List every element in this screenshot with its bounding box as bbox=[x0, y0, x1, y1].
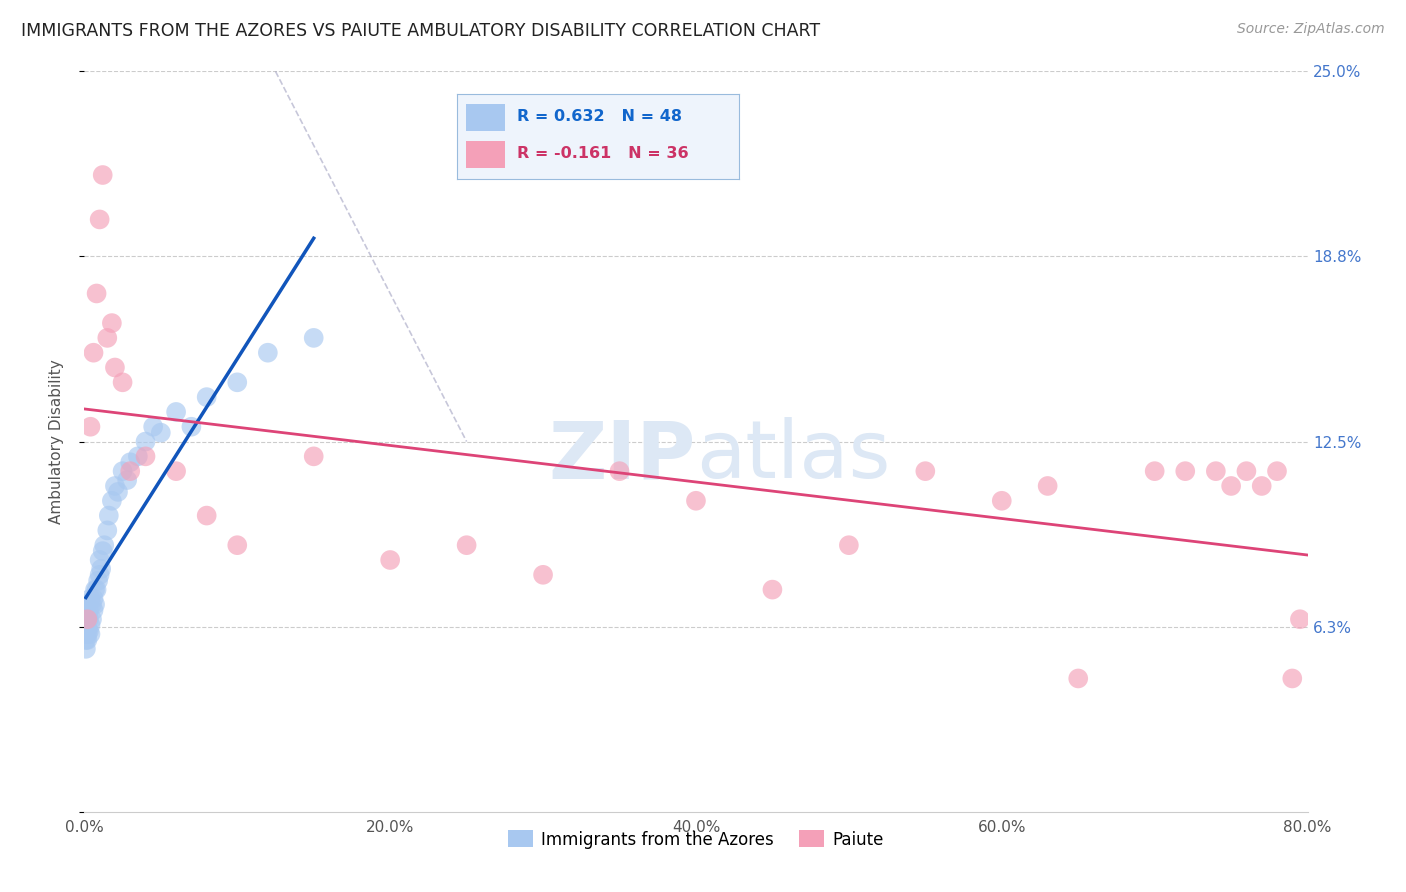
Point bbox=[75, 627, 97, 641]
Point bbox=[380, 553, 402, 567]
Point bbox=[1265, 464, 1288, 478]
Point bbox=[1220, 479, 1243, 493]
Point bbox=[838, 538, 860, 552]
Point bbox=[77, 624, 100, 638]
Point bbox=[84, 582, 107, 597]
Point bbox=[91, 544, 114, 558]
Point bbox=[75, 618, 97, 632]
Point bbox=[195, 508, 218, 523]
Point bbox=[89, 212, 111, 227]
Point bbox=[77, 612, 100, 626]
Point bbox=[165, 405, 187, 419]
Point bbox=[135, 450, 157, 464]
Point bbox=[96, 331, 118, 345]
Point bbox=[93, 538, 115, 552]
Point bbox=[97, 508, 120, 523]
Point bbox=[1036, 479, 1059, 493]
Point bbox=[75, 598, 97, 612]
Point bbox=[89, 567, 111, 582]
Point bbox=[685, 493, 707, 508]
Point bbox=[115, 473, 138, 487]
Point bbox=[302, 450, 325, 464]
Point bbox=[96, 524, 118, 538]
Point bbox=[76, 609, 98, 624]
Point bbox=[89, 553, 111, 567]
Point bbox=[104, 479, 127, 493]
Point bbox=[226, 538, 249, 552]
Point bbox=[195, 390, 218, 404]
Point bbox=[1143, 464, 1166, 478]
Point bbox=[1281, 672, 1303, 686]
Point bbox=[149, 425, 172, 440]
Legend: Immigrants from the Azores, Paiute: Immigrants from the Azores, Paiute bbox=[502, 823, 890, 855]
Point bbox=[761, 582, 783, 597]
Point bbox=[90, 562, 112, 576]
Point bbox=[120, 464, 142, 478]
Point bbox=[180, 419, 202, 434]
Point bbox=[531, 567, 554, 582]
Point bbox=[86, 286, 108, 301]
Point bbox=[80, 612, 103, 626]
Point bbox=[991, 493, 1014, 508]
Point bbox=[86, 582, 108, 597]
Point bbox=[75, 632, 97, 647]
Point bbox=[83, 591, 105, 606]
Point bbox=[111, 376, 134, 390]
Point bbox=[77, 603, 100, 617]
Point bbox=[609, 464, 631, 478]
Point bbox=[84, 598, 107, 612]
Point bbox=[120, 455, 142, 469]
Point bbox=[76, 627, 98, 641]
Point bbox=[87, 574, 110, 588]
Point bbox=[83, 603, 105, 617]
Point bbox=[135, 434, 157, 449]
Point bbox=[302, 331, 325, 345]
Point bbox=[104, 360, 127, 375]
Point bbox=[83, 345, 105, 359]
Point bbox=[165, 464, 187, 478]
Point bbox=[80, 598, 103, 612]
Point bbox=[79, 591, 101, 606]
Point bbox=[111, 464, 134, 478]
Point bbox=[456, 538, 478, 552]
Point bbox=[1205, 464, 1227, 478]
Point bbox=[1250, 479, 1272, 493]
Point bbox=[79, 627, 101, 641]
Point bbox=[76, 612, 98, 626]
Text: Source: ZipAtlas.com: Source: ZipAtlas.com bbox=[1237, 22, 1385, 37]
Point bbox=[914, 464, 936, 478]
Point bbox=[76, 632, 98, 647]
Point bbox=[75, 612, 97, 626]
Text: atlas: atlas bbox=[696, 417, 890, 495]
Point bbox=[226, 376, 249, 390]
Point bbox=[107, 484, 129, 499]
Point bbox=[101, 493, 124, 508]
Point bbox=[257, 345, 280, 359]
Point bbox=[76, 621, 98, 635]
Text: ZIP: ZIP bbox=[548, 417, 696, 495]
Point bbox=[1067, 672, 1090, 686]
Point bbox=[101, 316, 124, 330]
Y-axis label: Ambulatory Disability: Ambulatory Disability bbox=[49, 359, 63, 524]
Point bbox=[75, 603, 97, 617]
Point bbox=[1174, 464, 1197, 478]
Point bbox=[127, 450, 149, 464]
Point bbox=[1289, 612, 1312, 626]
Point bbox=[75, 641, 97, 656]
Point bbox=[142, 419, 165, 434]
Point bbox=[79, 419, 101, 434]
Text: IMMIGRANTS FROM THE AZORES VS PAIUTE AMBULATORY DISABILITY CORRELATION CHART: IMMIGRANTS FROM THE AZORES VS PAIUTE AMB… bbox=[21, 22, 820, 40]
Point bbox=[1236, 464, 1258, 478]
Point bbox=[91, 168, 114, 182]
Point bbox=[79, 618, 101, 632]
